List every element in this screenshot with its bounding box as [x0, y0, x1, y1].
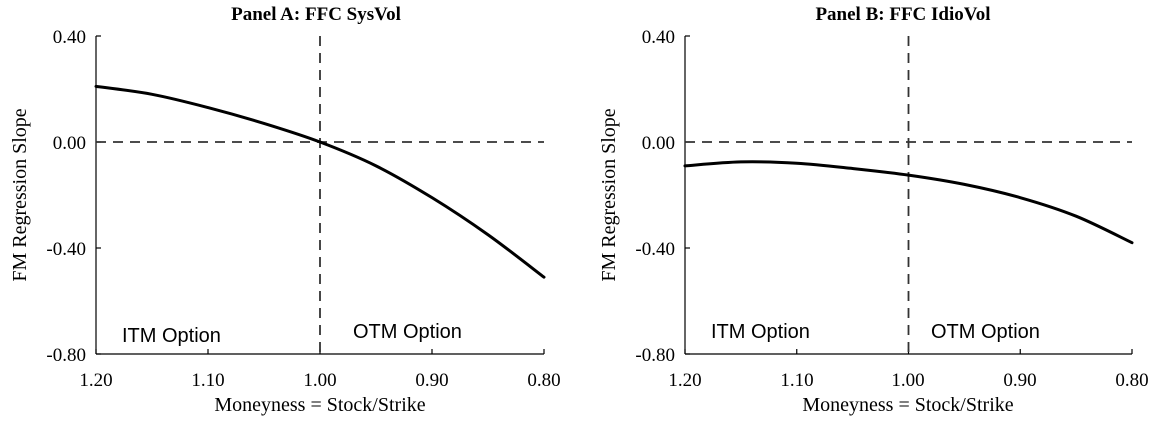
- chart-b-itm-annotation: ITM Option: [711, 321, 810, 343]
- chart-a-ytick-2: -0.40: [46, 239, 86, 260]
- chart-b-title: Panel B: FFC IdioVol: [815, 4, 990, 25]
- chart-a-xtick-4: 0.80: [527, 370, 560, 391]
- chart-b-xtick-1: 1.10: [780, 370, 813, 391]
- chart-b-xtick-4: 0.80: [1115, 370, 1148, 391]
- chart-panel-b: Panel B: FFC IdioVol 0.40 0.00 -0.40 -0.…: [579, 0, 1158, 423]
- chart-a-title: Panel A: FFC SysVol: [231, 4, 401, 25]
- chart-b-x-axis-label: Moneyness = Stock/Strike: [802, 394, 1013, 416]
- chart-b-ytick-0: 0.40: [642, 27, 675, 48]
- chart-b-series-line-0: [683, 160, 1134, 245]
- chart-b-ytick-3: -0.80: [635, 345, 675, 366]
- chart-b-y-tick-labels: 0.40 0.00 -0.40 -0.80: [635, 27, 675, 366]
- chart-a-y-axis-label: FM Regression Slope: [9, 108, 31, 281]
- chart-a-ytick-3: -0.80: [46, 345, 86, 366]
- chart-a-series-line-0: [94, 84, 546, 279]
- chart-a-otm-annotation: OTM Option: [353, 321, 462, 343]
- chart-a-itm-annotation: ITM Option: [122, 325, 221, 347]
- chart-a-xtick-1: 1.10: [191, 370, 224, 391]
- chart-b-ytick-2: -0.40: [635, 239, 675, 260]
- chart-b-svg: Panel B: FFC IdioVol 0.40 0.00 -0.40 -0.…: [598, 4, 1149, 416]
- chart-a-xtick-3: 0.90: [415, 370, 448, 391]
- chart-a-xtick-2: 1.00: [303, 370, 336, 391]
- chart-b-x-tick-labels: 1.20 1.10 1.00 0.90 0.80: [668, 370, 1148, 391]
- chart-b-otm-annotation: OTM Option: [931, 321, 1040, 343]
- chart-a-y-tick-labels: 0.40 0.00 -0.40 -0.80: [46, 27, 86, 366]
- chart-b-xtick-3: 0.90: [1003, 370, 1036, 391]
- chart-a-svg: Panel A: FFC SysVol 0.40 0.00 -0.40 -0.8…: [9, 4, 561, 416]
- chart-a-ytick-1: 0.00: [53, 133, 86, 154]
- chart-b-xtick-2: 1.00: [891, 370, 924, 391]
- chart-b-xtick-0: 1.20: [668, 370, 701, 391]
- chart-b-ytick-1: 0.00: [642, 133, 675, 154]
- chart-a-ytick-0: 0.40: [53, 27, 86, 48]
- chart-a-x-axis-label: Moneyness = Stock/Strike: [214, 394, 425, 416]
- chart-b-y-axis-label: FM Regression Slope: [598, 108, 620, 281]
- chart-panel-a: Panel A: FFC SysVol 0.40 0.00 -0.40 -0.8…: [9, 4, 561, 416]
- chart-a-xtick-0: 1.20: [79, 370, 112, 391]
- chart-a-x-tick-labels: 1.20 1.10 1.00 0.90 0.80: [79, 370, 560, 391]
